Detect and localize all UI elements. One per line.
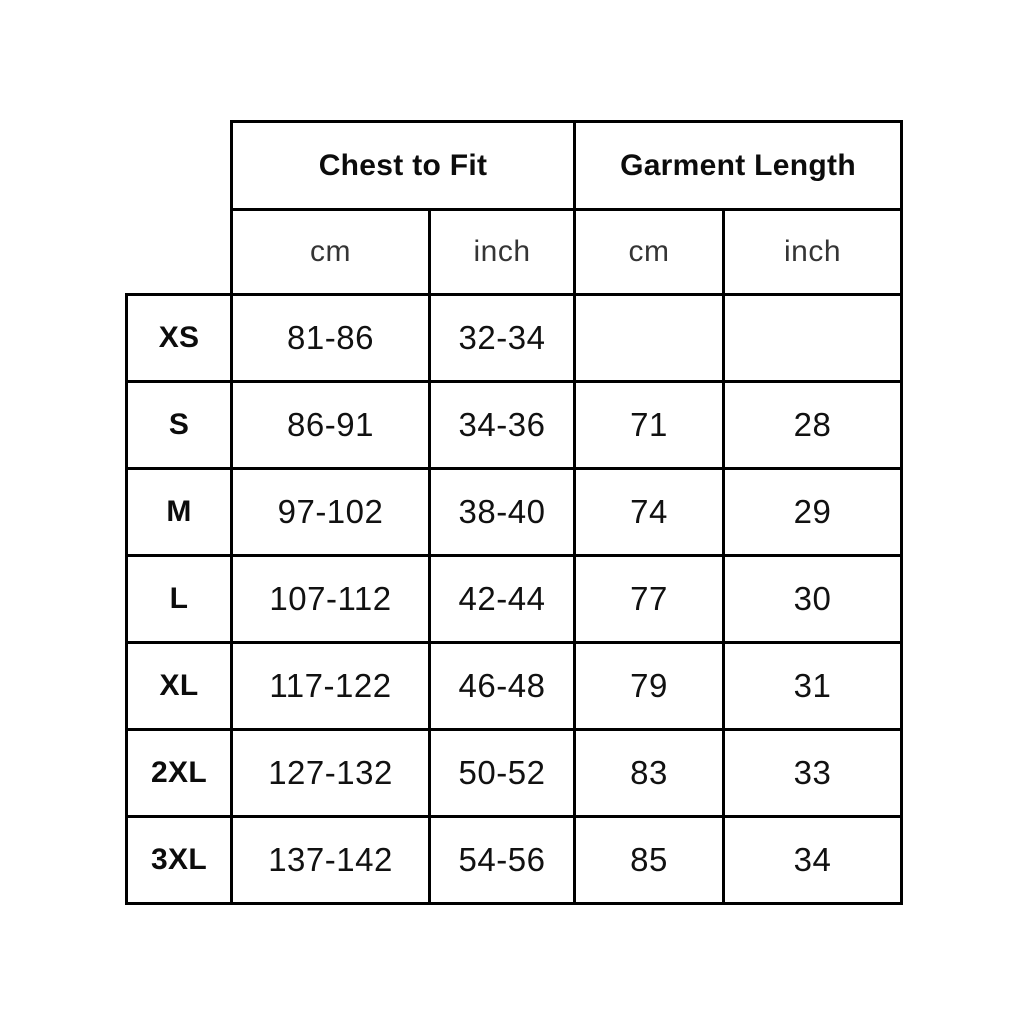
length-cm-value: 77 [573, 554, 725, 644]
chest-inch-value: 42-44 [428, 554, 576, 644]
size-label: 3XL [125, 815, 233, 905]
chest-cm-value: 86-91 [230, 380, 431, 470]
length-cm-value [573, 293, 725, 383]
garment-length-header: Garment Length [572, 120, 904, 211]
chest-inch-value: 54-56 [428, 815, 576, 905]
size-label: 2XL [125, 728, 233, 818]
length-cm-value: 85 [573, 815, 725, 905]
group-header-row: Chest to Fit Garment Length [127, 120, 904, 211]
size-label: XS [125, 293, 233, 383]
table-row-3xl: 3XL 137-142 54-56 85 34 [125, 815, 904, 905]
chest-inch-value: 34-36 [428, 380, 576, 470]
chest-cm-value: 97-102 [230, 467, 431, 557]
chest-inch-unit-header: inch [428, 208, 576, 296]
chest-cm-value: 107-112 [230, 554, 431, 644]
size-label: L [125, 554, 233, 644]
table-row-xl: XL 117-122 46-48 79 31 [125, 641, 904, 731]
unit-header-row: cm inch cm inch [127, 208, 904, 296]
length-cm-value: 71 [573, 380, 725, 470]
length-cm-value: 83 [573, 728, 725, 818]
length-inch-value: 29 [721, 467, 904, 557]
chest-inch-value: 46-48 [428, 641, 576, 731]
table-row-2xl: 2XL 127-132 50-52 83 33 [125, 728, 904, 818]
table-row-m: M 97-102 38-40 74 29 [125, 467, 904, 557]
chest-inch-value: 32-34 [428, 293, 576, 383]
length-inch-value: 34 [721, 815, 904, 905]
chest-inch-value: 38-40 [428, 467, 576, 557]
length-inch-unit-header: inch [721, 208, 904, 296]
size-label: XL [125, 641, 233, 731]
chest-to-fit-header: Chest to Fit [230, 120, 576, 211]
size-label: M [125, 467, 233, 557]
table-row-l: L 107-112 42-44 77 30 [125, 554, 904, 644]
length-cm-value: 79 [573, 641, 725, 731]
table-row-s: S 86-91 34-36 71 28 [125, 380, 904, 470]
chest-cm-value: 137-142 [230, 815, 431, 905]
table-row-xs: XS 81-86 32-34 [125, 293, 904, 383]
chest-inch-value: 50-52 [428, 728, 576, 818]
header-spacer-cell [127, 122, 232, 295]
length-inch-value: 30 [721, 554, 904, 644]
length-cm-value: 74 [573, 467, 725, 557]
length-inch-value: 31 [721, 641, 904, 731]
chest-cm-value: 127-132 [230, 728, 431, 818]
chest-cm-value: 117-122 [230, 641, 431, 731]
length-inch-value: 33 [721, 728, 904, 818]
chest-cm-unit-header: cm [230, 208, 431, 296]
size-label: S [125, 380, 233, 470]
length-inch-value [721, 293, 904, 383]
chest-cm-value: 81-86 [230, 293, 431, 383]
size-chart-table: Chest to Fit Garment Length cm inch cm i… [125, 120, 904, 905]
length-inch-value: 28 [721, 380, 904, 470]
length-cm-unit-header: cm [573, 208, 725, 296]
